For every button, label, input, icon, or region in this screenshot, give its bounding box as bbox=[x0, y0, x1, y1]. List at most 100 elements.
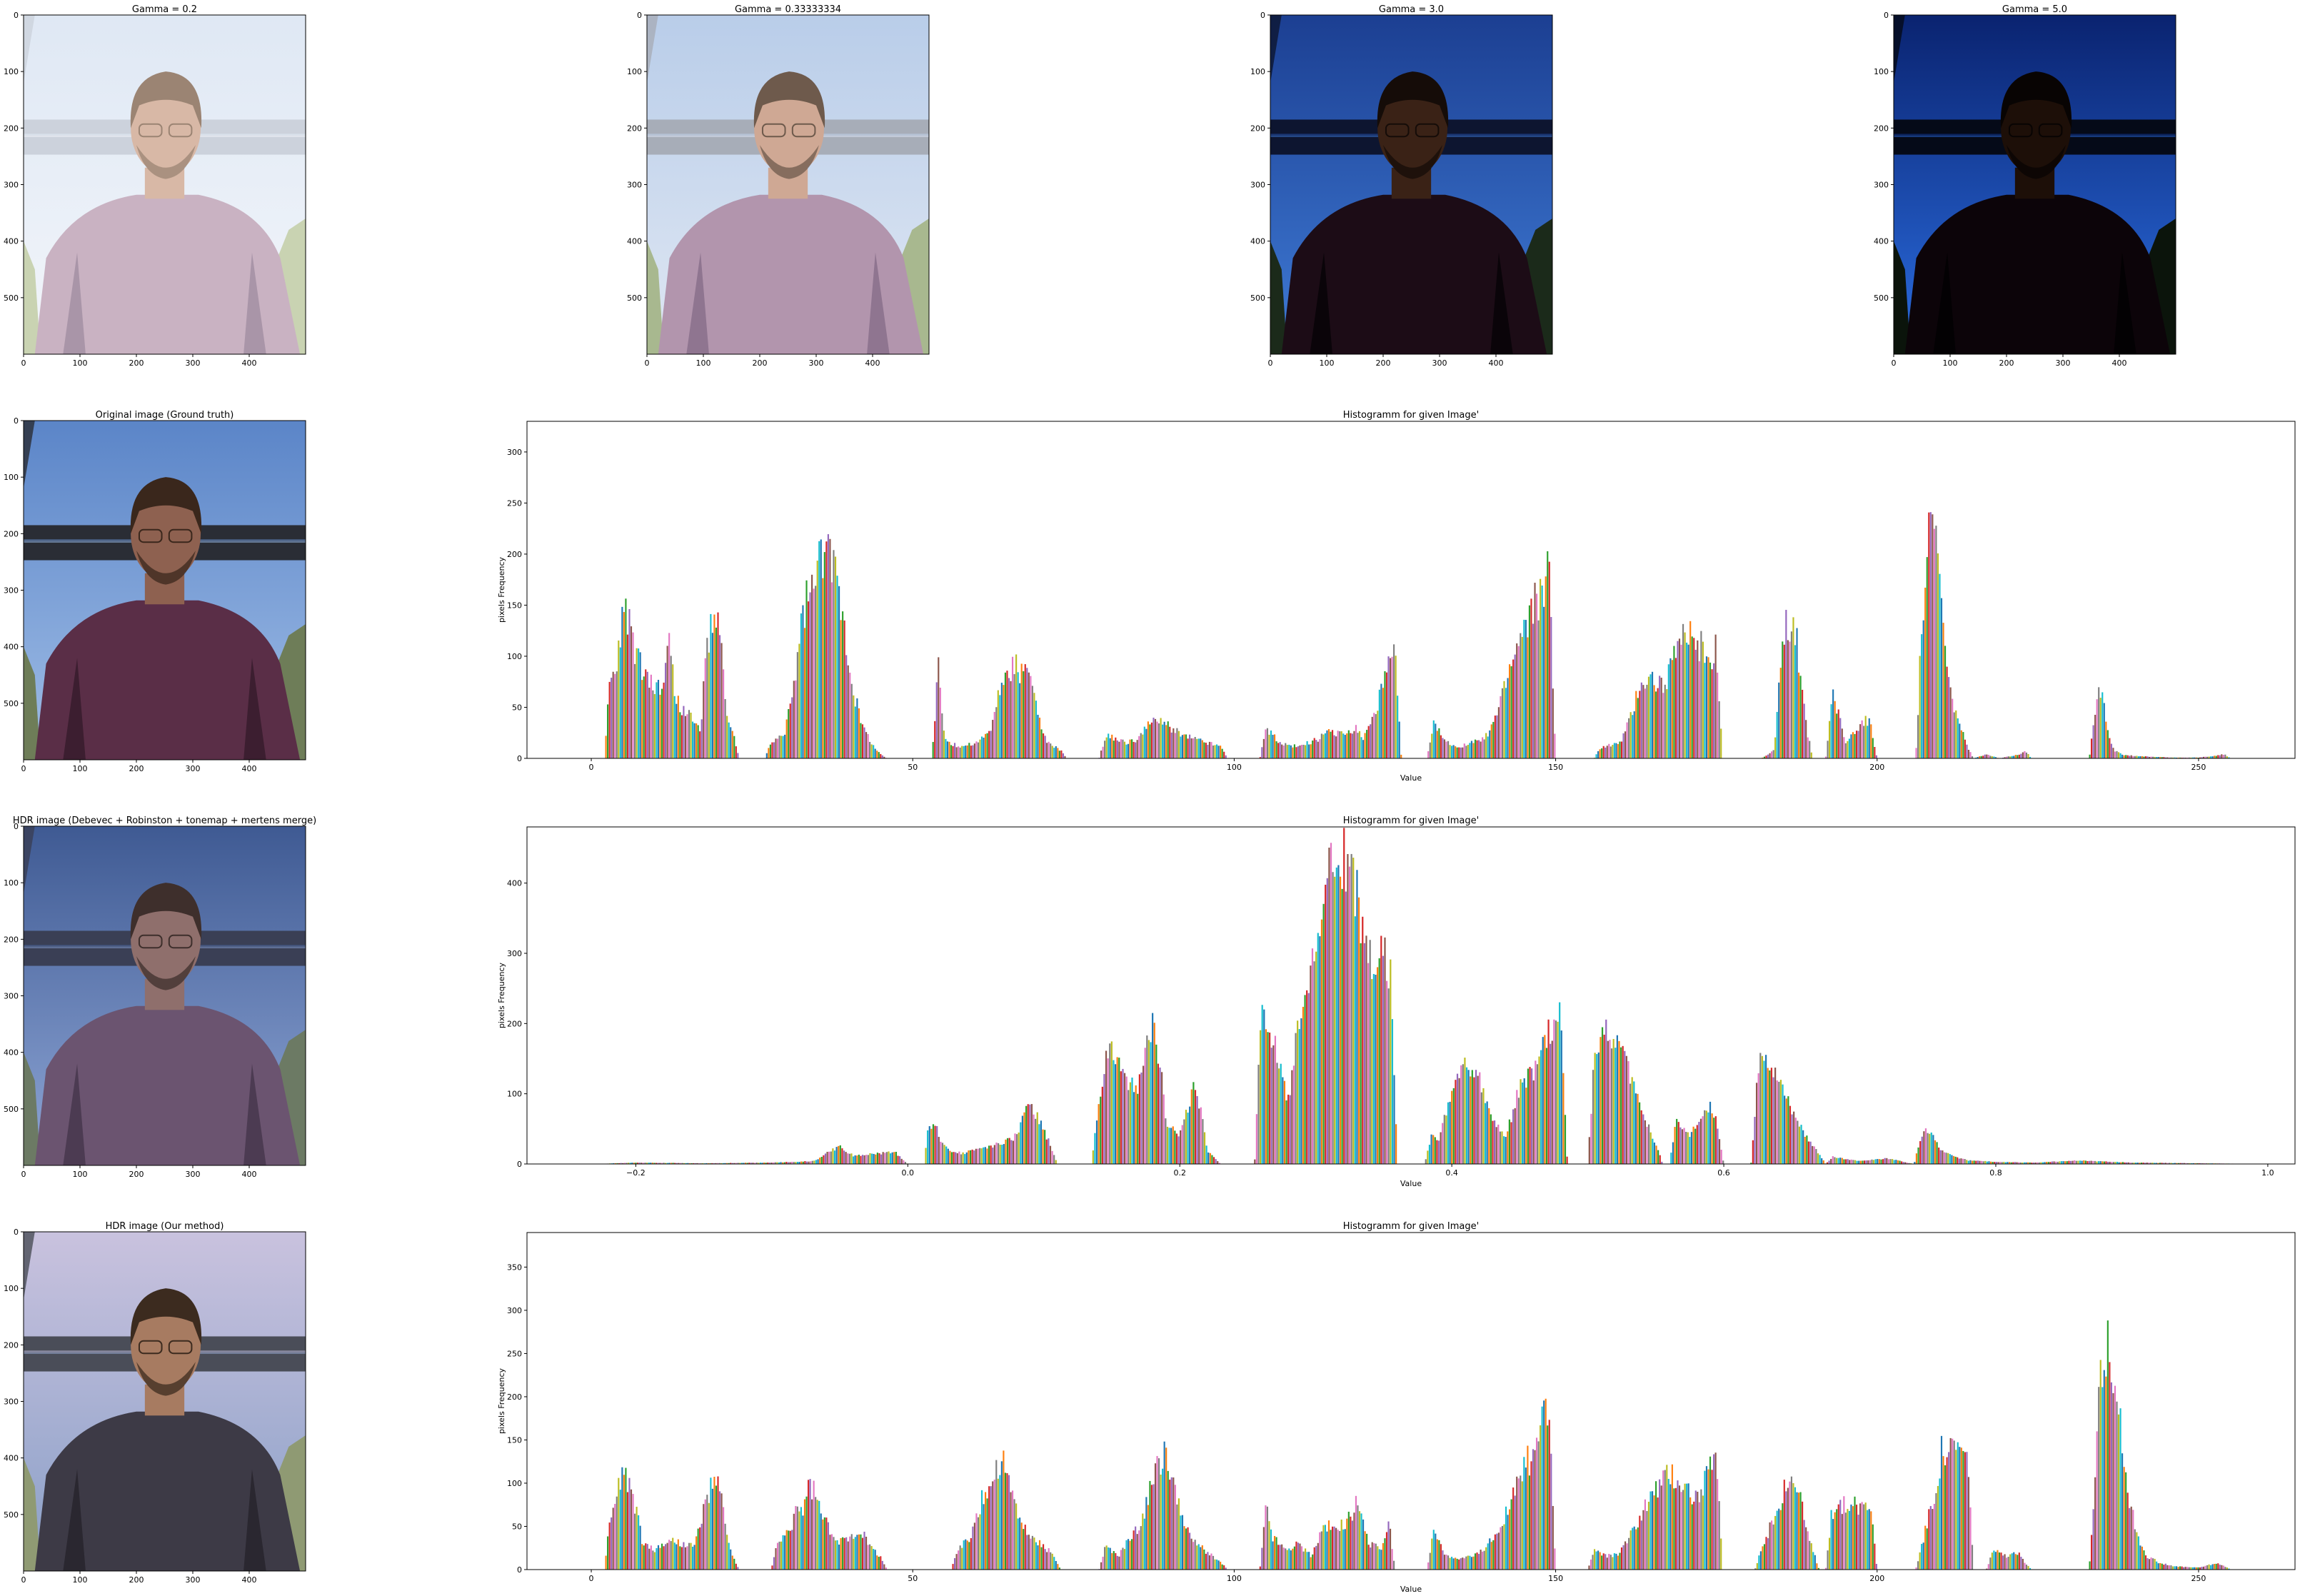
histogram-bar bbox=[811, 1160, 813, 1164]
histogram-bar bbox=[1803, 703, 1805, 758]
window-frame-corner bbox=[1894, 15, 1905, 83]
histogram-bar bbox=[659, 694, 661, 758]
histogram-bar bbox=[1445, 1555, 1447, 1570]
histogram-bar bbox=[2217, 1563, 2219, 1570]
histogram-bar bbox=[1508, 1119, 1511, 1164]
hair bbox=[130, 477, 202, 534]
histogram-bar bbox=[863, 1531, 865, 1570]
histogram-bar bbox=[1201, 740, 1203, 758]
histogram-bar bbox=[1360, 943, 1362, 1164]
histogram-bar bbox=[1133, 1530, 1135, 1570]
histogram-bar bbox=[1700, 1489, 1702, 1570]
histogram-bar bbox=[639, 652, 641, 758]
histogram-bar bbox=[1212, 1555, 1215, 1570]
histogram-bar bbox=[2109, 738, 2111, 758]
histogram-bar bbox=[1627, 1060, 1629, 1164]
histogram-bar bbox=[616, 1496, 618, 1570]
histogram-bar bbox=[1162, 1468, 1164, 1570]
histogram-bar bbox=[1165, 1447, 1167, 1570]
histogram-bar bbox=[1514, 1108, 1516, 1164]
histogram-bar bbox=[1036, 1112, 1038, 1164]
histogram-bar bbox=[2060, 1161, 2063, 1164]
histogram-bar bbox=[2195, 1567, 2197, 1570]
histogram-bar bbox=[1196, 1095, 1198, 1164]
histogram-bar bbox=[2103, 1370, 2105, 1570]
histogram-bar bbox=[1128, 1090, 1130, 1164]
histogram-bar bbox=[707, 1163, 710, 1164]
histogram-bar bbox=[1434, 1137, 1436, 1164]
histogram-bar bbox=[679, 1163, 682, 1164]
portrait-photo bbox=[24, 15, 306, 354]
histogram-bar bbox=[1010, 1492, 1012, 1570]
histogram-bar bbox=[1143, 1518, 1145, 1570]
histogram-bar bbox=[630, 1489, 633, 1570]
histogram-bar bbox=[1720, 1538, 1722, 1570]
histogram-bar bbox=[1494, 716, 1496, 758]
histogram-bar bbox=[1197, 1544, 1200, 1570]
histogram-bar bbox=[1023, 1112, 1025, 1164]
x-tick-label: 200 bbox=[129, 1575, 144, 1585]
histogram-bar bbox=[1696, 1125, 1698, 1164]
histogram-bar bbox=[724, 1523, 726, 1570]
histogram-bar bbox=[834, 1540, 837, 1570]
histogram-bar bbox=[636, 1507, 638, 1570]
histogram-bar bbox=[1836, 713, 1838, 758]
histogram-bar bbox=[661, 688, 663, 758]
histogram-bar bbox=[1698, 1502, 1700, 1570]
y-tick-label: 0 bbox=[1884, 11, 1889, 20]
histogram-bar bbox=[2172, 1163, 2174, 1164]
histogram-bar bbox=[1482, 1088, 1485, 1164]
histogram-bar bbox=[1471, 1070, 1473, 1164]
y-tick-label: 100 bbox=[1874, 67, 1889, 76]
histogram-bar bbox=[2174, 1163, 2176, 1164]
histogram-bar bbox=[1355, 725, 1357, 758]
histogram-bar bbox=[726, 716, 728, 758]
chart-title: Histogramm for given Image' bbox=[1343, 1221, 1479, 1232]
y-tick-label: 100 bbox=[4, 878, 19, 888]
histogram-bar bbox=[839, 1145, 841, 1164]
histogram-bar bbox=[2077, 1160, 2079, 1164]
histogram-bar bbox=[1145, 728, 1148, 758]
y-tick-label: 200 bbox=[627, 124, 642, 133]
histogram-bar bbox=[1144, 1048, 1146, 1164]
y-tick-label: 150 bbox=[507, 601, 522, 610]
histogram-bar bbox=[693, 723, 695, 758]
histogram-bar bbox=[1272, 1541, 1274, 1570]
histogram-bar bbox=[1922, 620, 1924, 758]
histogram-bar bbox=[1653, 1142, 1656, 1164]
histogram-bar bbox=[1789, 641, 1791, 758]
y-axis-label: pixels Frequency bbox=[497, 1367, 506, 1434]
histogram-bar bbox=[1380, 1550, 1382, 1570]
histogram-bar bbox=[1776, 1510, 1778, 1570]
histogram-bar bbox=[1288, 1548, 1290, 1570]
histogram-bar bbox=[1698, 1122, 1700, 1164]
histogram-bar bbox=[1382, 1542, 1384, 1570]
histogram-bar bbox=[1619, 741, 1621, 758]
histogram-bar bbox=[1844, 743, 1847, 758]
histogram-bar bbox=[687, 1163, 689, 1164]
histogram-bar bbox=[1020, 1122, 1022, 1164]
histogram-bar bbox=[1830, 1510, 1832, 1570]
histogram-bar bbox=[1792, 617, 1794, 758]
x-tick-label: 0 bbox=[589, 763, 594, 772]
histogram-bar bbox=[1378, 689, 1380, 758]
histogram-bar bbox=[1092, 1150, 1094, 1164]
histogram-bar bbox=[1921, 634, 1923, 758]
histogram-bar bbox=[2092, 1160, 2094, 1164]
image-panel-hdr-debevec: HDR image (Debevec + Robinston + tonemap… bbox=[4, 815, 316, 1179]
histogram-bar bbox=[856, 698, 858, 758]
y-tick-label: 200 bbox=[507, 550, 522, 559]
histogram-bar bbox=[1709, 1101, 1712, 1164]
histogram-bar bbox=[930, 1128, 933, 1164]
histogram-bar bbox=[1964, 1452, 1966, 1570]
histogram-bar bbox=[1477, 1554, 1480, 1570]
histogram-bar bbox=[1385, 672, 1388, 758]
histogram-bar bbox=[1187, 738, 1189, 758]
histogram-bar bbox=[1038, 1124, 1040, 1164]
histogram-bar bbox=[1614, 1048, 1617, 1164]
x-tick-label: 50 bbox=[908, 763, 918, 772]
histogram-bar bbox=[2020, 753, 2022, 758]
histogram-bar bbox=[1205, 743, 1207, 758]
